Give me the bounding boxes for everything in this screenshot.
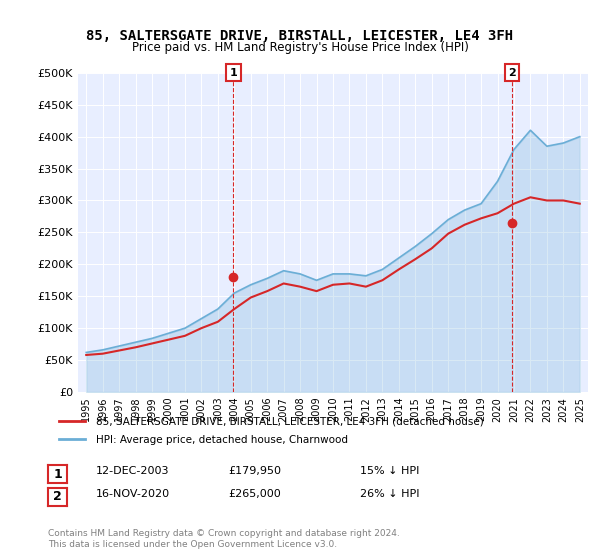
Text: Contains HM Land Registry data © Crown copyright and database right 2024.
This d: Contains HM Land Registry data © Crown c… — [48, 529, 400, 549]
Text: 2: 2 — [508, 68, 516, 78]
Text: 15% ↓ HPI: 15% ↓ HPI — [360, 466, 419, 477]
Text: Price paid vs. HM Land Registry's House Price Index (HPI): Price paid vs. HM Land Registry's House … — [131, 41, 469, 54]
Text: 12-DEC-2003: 12-DEC-2003 — [96, 466, 170, 477]
Text: 16-NOV-2020: 16-NOV-2020 — [96, 489, 170, 499]
Text: £179,950: £179,950 — [228, 466, 281, 477]
Text: 1: 1 — [230, 68, 238, 78]
Text: 85, SALTERSGATE DRIVE, BIRSTALL, LEICESTER, LE4 3FH (detached house): 85, SALTERSGATE DRIVE, BIRSTALL, LEICEST… — [95, 417, 483, 426]
Text: 2: 2 — [53, 490, 62, 503]
Text: 85, SALTERSGATE DRIVE, BIRSTALL, LEICESTER, LE4 3FH: 85, SALTERSGATE DRIVE, BIRSTALL, LEICEST… — [86, 29, 514, 44]
Text: 26% ↓ HPI: 26% ↓ HPI — [360, 489, 419, 499]
Text: HPI: Average price, detached house, Charnwood: HPI: Average price, detached house, Char… — [95, 435, 347, 445]
Text: £265,000: £265,000 — [228, 489, 281, 499]
Text: 1: 1 — [53, 468, 62, 481]
